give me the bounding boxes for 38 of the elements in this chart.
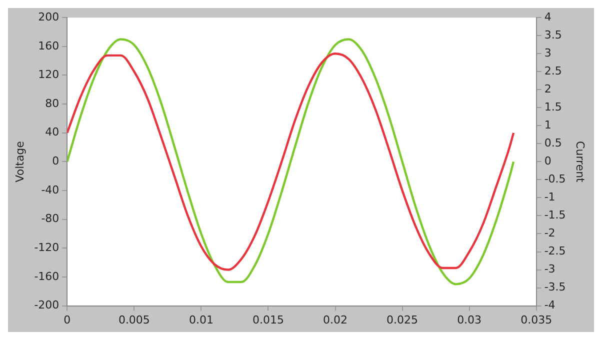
y2-tick-label: 1.5 (544, 100, 562, 114)
x-tick-label: 0.035 (520, 313, 552, 326)
x-tick-label: 0.015 (252, 313, 284, 326)
y2-axis-title: Current (574, 141, 587, 184)
y2-tick-label: 0.5 (544, 136, 562, 150)
x-tick-label: 0.005 (118, 313, 150, 326)
y2-tick-label: 3.5 (544, 28, 562, 42)
y-axis-title: Voltage (13, 140, 26, 182)
y2-tick-label: 1 (544, 118, 552, 132)
y-tick-label: -160 (34, 270, 60, 283)
y2-tick-label: 0 (544, 154, 552, 168)
y2-tick-label: -1 (544, 190, 556, 204)
y2-tick-label: -0.5 (544, 172, 566, 186)
y-tick-label: 120 (38, 68, 60, 82)
x-tick-label: 0.02 (323, 313, 348, 326)
y-tick-label: 40 (45, 126, 60, 139)
y-tick-label: -200 (34, 298, 60, 312)
y2-tick-label: -2.5 (544, 244, 566, 258)
y2-tick-label: -3 (544, 262, 556, 276)
y2-tick-label: -1.5 (544, 208, 566, 222)
y-tick-label: 80 (45, 96, 60, 110)
y-tick-label: -40 (41, 183, 60, 196)
y-tick-label: -80 (41, 212, 60, 226)
x-tick-label: 0.01 (188, 313, 214, 326)
y2-tick-label: -4 (544, 298, 556, 312)
y2-tick-label: 2.5 (544, 64, 562, 78)
x-tick-label: 0.03 (457, 313, 482, 326)
y2-tick-label: 2 (544, 82, 552, 96)
y-tick-label: 200 (38, 10, 60, 24)
y2-tick-label: 3 (544, 46, 552, 60)
y-tick-label: 160 (38, 39, 60, 52)
x-tick-label: 0 (64, 313, 71, 326)
y2-tick-label: -3.5 (544, 280, 566, 294)
y-tick-label: 0 (52, 154, 60, 168)
x-tick-label: 0.025 (386, 313, 418, 326)
y2-tick-label: 4 (544, 10, 552, 24)
y-tick-label: -120 (34, 241, 60, 254)
y2-tick-label: -2 (544, 226, 556, 240)
